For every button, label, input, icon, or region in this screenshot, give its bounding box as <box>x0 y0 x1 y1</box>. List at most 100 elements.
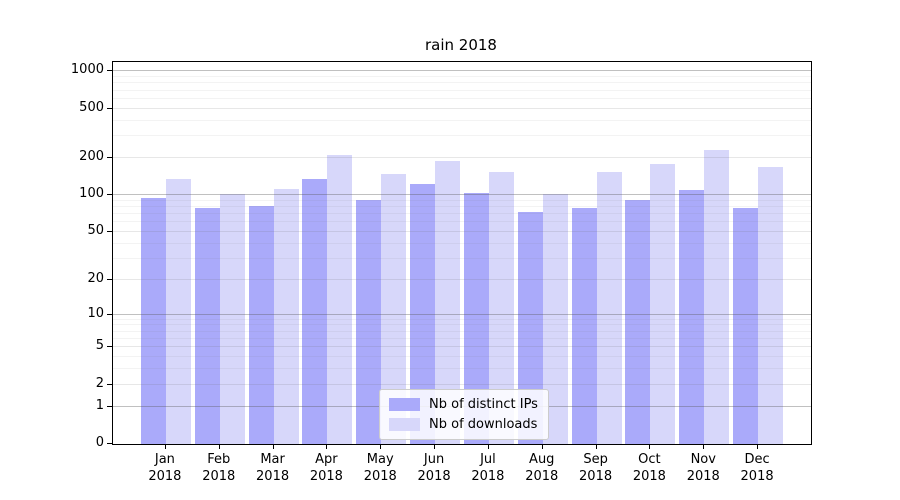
y-tick-label: 2 <box>95 375 104 391</box>
gridline-minor <box>113 89 811 91</box>
x-tick-label: Mar 2018 <box>256 452 290 484</box>
legend: Nb of distinct IPs Nb of downloads <box>379 389 549 440</box>
gridline-minor <box>113 76 811 78</box>
bar-distinct-ips <box>625 200 651 444</box>
x-tick-label: Oct 2018 <box>632 452 666 484</box>
bar-distinct-ips <box>194 208 220 444</box>
gridline-minor <box>113 213 811 215</box>
gridline-minor <box>113 119 811 121</box>
y-tick-label: 0 <box>95 435 104 450</box>
y-tick-label: 1 <box>95 397 104 413</box>
y-tick-label: 20 <box>87 270 104 286</box>
x-tick-label: May 2018 <box>363 452 397 484</box>
x-tick-mark <box>541 444 543 449</box>
chart-title: rain 2018 <box>425 36 497 54</box>
y-tick-label: 500 <box>79 99 104 115</box>
gridline <box>113 383 811 385</box>
x-tick-mark <box>218 444 220 449</box>
gridline-minor <box>113 242 811 244</box>
y-tick-label: 50 <box>87 222 104 238</box>
bar-distinct-ips <box>302 179 328 444</box>
bar-distinct-ips <box>733 208 759 444</box>
bar-downloads <box>273 189 299 444</box>
gridline-minor <box>113 97 811 99</box>
plot-area: Nb of distinct IPs Nb of downloads <box>112 61 812 445</box>
bar-downloads <box>758 167 784 444</box>
x-tick-mark <box>595 444 597 449</box>
legend-swatch-distinct-ips <box>389 398 420 411</box>
y-tick-mark <box>107 278 112 280</box>
x-tick-mark <box>380 444 382 449</box>
y-tick-mark <box>107 70 112 72</box>
gridline-minor <box>113 221 811 223</box>
x-tick-label: Dec 2018 <box>740 452 774 484</box>
gridline-major <box>113 194 811 196</box>
y-tick-mark <box>107 313 112 315</box>
x-tick-mark <box>434 444 436 449</box>
x-tick-mark <box>487 444 489 449</box>
x-tick-mark <box>649 444 651 449</box>
gridline-minor <box>113 330 811 332</box>
gridline-minor <box>113 356 811 358</box>
gridline-minor <box>113 257 811 259</box>
gridline <box>113 107 811 109</box>
y-tick-label: 100 <box>79 186 104 202</box>
legend-label-downloads: Nb of downloads <box>429 417 538 432</box>
bar-downloads <box>165 179 191 444</box>
y-tick-mark <box>107 443 112 444</box>
bar-distinct-ips <box>356 200 382 444</box>
gridline-minor <box>113 318 811 320</box>
y-tick-label: 5 <box>95 338 104 354</box>
x-tick-mark <box>757 444 759 449</box>
gridline-major <box>113 70 811 72</box>
legend-label-distinct-ips: Nb of distinct IPs <box>429 397 538 412</box>
gridline-minor <box>113 199 811 201</box>
gridline-minor <box>113 205 811 207</box>
gridline-minor <box>113 324 811 326</box>
y-tick-mark <box>107 156 112 158</box>
x-tick-label: Jul 2018 <box>471 452 505 484</box>
legend-item-distinct-ips: Nb of distinct IPs <box>389 397 538 412</box>
gridline-minor <box>113 82 811 84</box>
bar-distinct-ips <box>248 205 274 444</box>
x-tick-label: Aug 2018 <box>525 452 559 484</box>
bar-downloads <box>219 194 245 444</box>
bar-downloads <box>704 150 730 444</box>
bar-downloads <box>596 171 622 444</box>
x-tick-label: Nov 2018 <box>686 452 720 484</box>
x-tick-label: Jan 2018 <box>148 452 182 484</box>
y-tick-label: 200 <box>79 148 104 164</box>
bar-downloads <box>650 164 676 444</box>
x-tick-label: Jun 2018 <box>417 452 451 484</box>
bar-downloads <box>327 155 353 444</box>
x-tick-mark <box>703 444 705 449</box>
y-tick-label: 10 <box>87 305 104 321</box>
x-tick-label: Feb 2018 <box>202 452 236 484</box>
x-tick-mark <box>164 444 166 449</box>
gridline <box>113 230 811 232</box>
x-tick-mark <box>326 444 328 449</box>
gridline-major <box>113 313 811 315</box>
bar-distinct-ips <box>140 197 166 444</box>
y-tick-mark <box>107 346 112 348</box>
y-tick-mark <box>107 230 112 232</box>
bar-distinct-ips <box>679 189 705 444</box>
gridline-minor <box>113 135 811 137</box>
y-tick-mark <box>107 107 112 109</box>
gridline <box>113 156 811 158</box>
gridline-minor <box>113 338 811 340</box>
gridline <box>113 346 811 348</box>
legend-item-downloads: Nb of downloads <box>389 417 538 432</box>
x-tick-label: Apr 2018 <box>309 452 343 484</box>
gridline-minor <box>113 368 811 370</box>
gridline <box>113 278 811 280</box>
y-tick-mark <box>107 194 112 196</box>
y-tick-mark <box>107 383 112 385</box>
x-tick-label: Sep 2018 <box>579 452 613 484</box>
y-tick-label: 1000 <box>70 62 104 78</box>
bar-distinct-ips <box>571 207 597 444</box>
x-tick-mark <box>272 444 274 449</box>
legend-swatch-downloads <box>389 418 420 431</box>
y-tick-mark <box>107 405 112 407</box>
